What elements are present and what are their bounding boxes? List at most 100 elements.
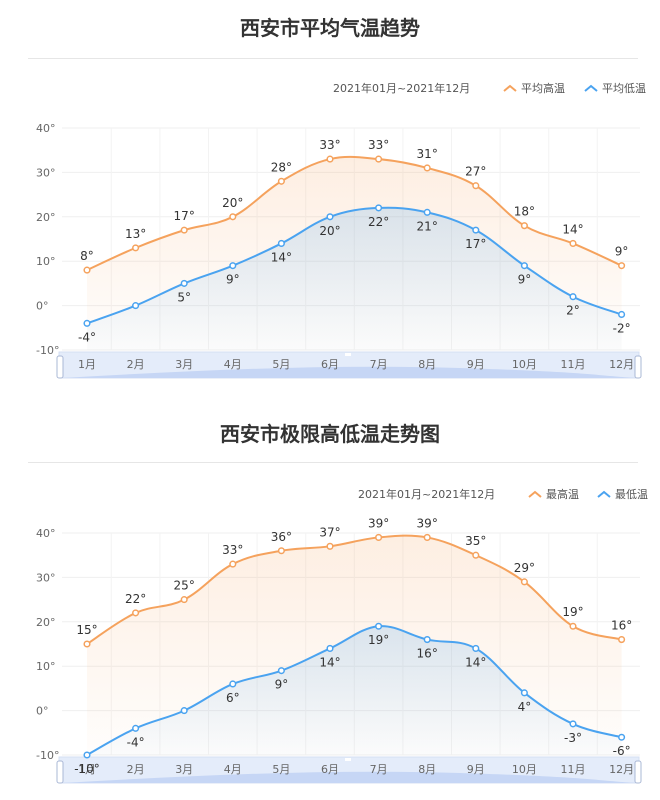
data-label: -4° — [127, 735, 145, 749]
series-area — [87, 535, 622, 755]
data-point — [229, 213, 237, 221]
y-tick-label: 10° — [36, 255, 56, 268]
x-tick-label: 10月 — [512, 763, 537, 776]
series-line — [86, 206, 622, 325]
data-label: 19° — [368, 633, 389, 647]
data-point — [83, 640, 91, 648]
legend-label: 最高温 — [546, 488, 579, 501]
data-point — [375, 622, 383, 630]
x-tick-label: 6月 — [321, 358, 339, 371]
data-point — [569, 239, 577, 247]
data-point — [132, 724, 140, 732]
zoom-slider-preview — [62, 771, 636, 783]
data-point — [423, 636, 431, 644]
legend-item-low[interactable]: 最低温 — [597, 486, 648, 502]
y-tick-label: 30° — [36, 166, 56, 179]
data-point — [569, 293, 577, 301]
data-label: 28° — [271, 160, 292, 174]
x-tick-label: 7月 — [370, 763, 388, 776]
legend-line-icon — [597, 490, 611, 498]
data-label: -6° — [613, 744, 631, 758]
zoom-slider — [58, 756, 640, 784]
date-range: 2021年01月~2021年12月 — [333, 82, 471, 95]
series-line — [86, 625, 622, 756]
data-label: 19° — [562, 605, 583, 619]
legend-label: 最低温 — [615, 488, 648, 501]
data-label: 5° — [177, 290, 191, 304]
y-tick-label: 20° — [36, 616, 56, 629]
data-label: -4° — [78, 330, 96, 344]
data-point — [520, 578, 528, 586]
data-label: 20° — [222, 196, 243, 210]
data-label: 17° — [465, 237, 486, 251]
zoom-slider-preview — [62, 366, 636, 378]
legend-line-icon — [503, 84, 517, 92]
data-point — [326, 644, 334, 652]
data-label: 33° — [222, 543, 243, 557]
legend-line-icon — [584, 84, 598, 92]
series-area — [87, 207, 622, 350]
data-point — [326, 213, 334, 221]
data-label: -2° — [613, 321, 631, 335]
data-label: 39° — [417, 516, 438, 530]
data-point — [132, 609, 140, 617]
series-line — [86, 534, 622, 645]
data-label: 31° — [417, 147, 438, 161]
x-tick-label: 2月 — [127, 763, 145, 776]
data-point — [277, 547, 285, 555]
data-label: 33° — [319, 138, 340, 152]
date-range: 2021年01月~2021年12月 — [358, 488, 496, 501]
y-tick-label: 10° — [36, 660, 56, 673]
data-label: 14° — [271, 250, 292, 264]
data-point — [180, 596, 188, 604]
data-point — [83, 266, 91, 274]
legend-label: 平均低温 — [602, 82, 646, 95]
data-label: -10° — [74, 762, 100, 776]
data-point — [472, 551, 480, 559]
x-tick-label: 5月 — [272, 358, 290, 371]
chart-panel-average: 西安市平均气温趋势 2021年01月~2021年12月 平均高温 平均低温 40… — [0, 0, 660, 390]
data-label: 9° — [615, 245, 629, 259]
legend-item-high[interactable]: 平均高温 — [503, 80, 565, 96]
y-tick-label: -10° — [36, 344, 59, 357]
data-label: 9° — [226, 273, 240, 287]
x-tick-label: 3月 — [175, 763, 193, 776]
data-label: 14° — [319, 655, 340, 669]
data-point — [375, 155, 383, 163]
data-point — [472, 226, 480, 234]
data-label: 37° — [319, 525, 340, 539]
data-label: 16° — [611, 619, 632, 633]
legend-item-low[interactable]: 平均低温 — [584, 80, 646, 96]
data-label: 21° — [417, 219, 438, 233]
chart-title: 西安市平均气温趋势 — [240, 16, 420, 40]
data-point — [520, 262, 528, 270]
y-tick-label: 40° — [36, 527, 56, 540]
data-point — [618, 636, 626, 644]
data-label: 35° — [465, 534, 486, 548]
x-tick-label: 1月 — [78, 358, 96, 371]
data-point — [229, 262, 237, 270]
data-point — [326, 155, 334, 163]
data-point — [180, 226, 188, 234]
data-point — [618, 262, 626, 270]
legend-item-high[interactable]: 最高温 — [528, 486, 579, 502]
x-tick-label: 12月 — [609, 763, 634, 776]
divider — [28, 462, 638, 463]
x-tick-label: 5月 — [272, 763, 290, 776]
data-point — [180, 279, 188, 287]
x-tick-label: 3月 — [175, 358, 193, 371]
x-tick-label: 11月 — [561, 763, 586, 776]
y-tick-label: 30° — [36, 571, 56, 584]
data-point — [277, 177, 285, 185]
zoom-handle-left — [56, 355, 64, 379]
data-label: 20° — [319, 224, 340, 238]
y-tick-label: 20° — [36, 211, 56, 224]
data-point — [423, 164, 431, 172]
data-label: 39° — [368, 516, 389, 530]
data-label: 4° — [518, 700, 532, 714]
data-label: 14° — [562, 222, 583, 236]
y-tick-label: 40° — [36, 122, 56, 135]
divider — [28, 58, 638, 59]
data-point — [569, 622, 577, 630]
data-label: -3° — [564, 731, 582, 745]
